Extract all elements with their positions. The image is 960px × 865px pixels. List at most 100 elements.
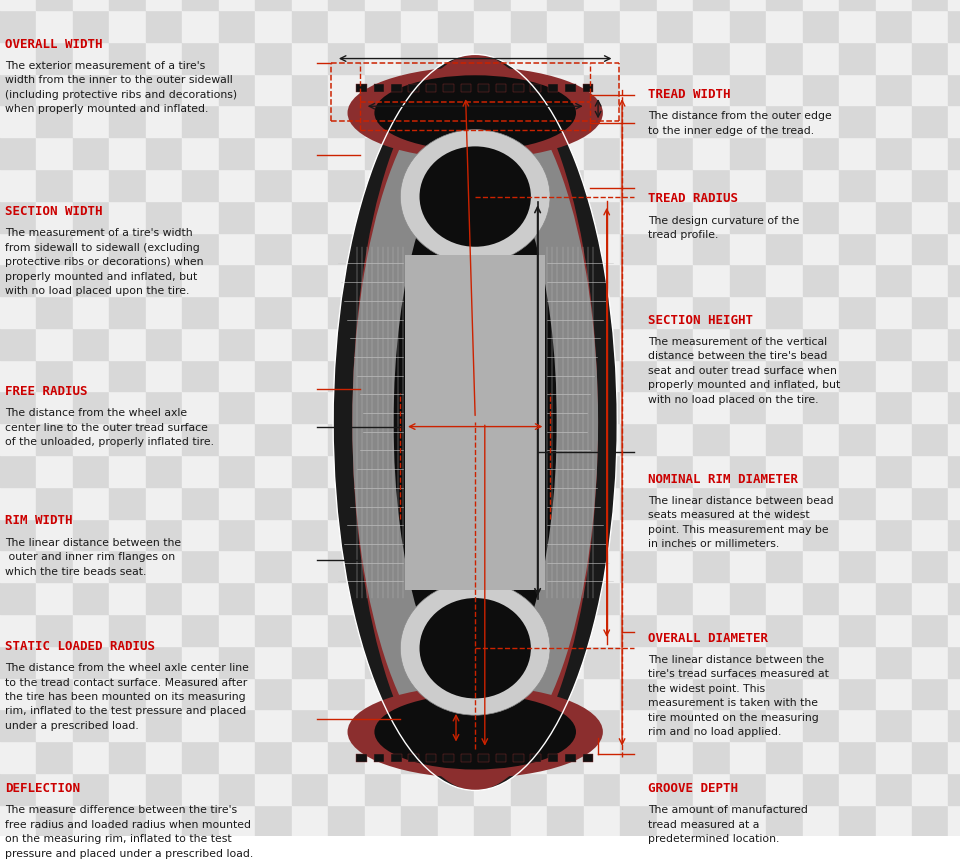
Bar <box>876 804 912 836</box>
Bar <box>73 233 109 265</box>
Bar <box>766 804 803 836</box>
Bar <box>547 741 584 772</box>
Bar <box>693 582 730 614</box>
Bar <box>438 0 474 10</box>
Bar <box>219 614 255 646</box>
Bar <box>146 169 182 201</box>
Bar <box>657 614 693 646</box>
Bar <box>693 360 730 392</box>
Bar <box>438 582 474 614</box>
Text: NOMINAL RIM DIAMETER: NOMINAL RIM DIAMETER <box>648 472 798 485</box>
Bar <box>182 423 219 455</box>
Bar <box>0 201 36 233</box>
Bar <box>766 646 803 677</box>
Bar <box>474 487 511 519</box>
Bar <box>766 423 803 455</box>
Bar <box>401 201 438 233</box>
Bar <box>766 106 803 138</box>
Bar <box>438 772 474 804</box>
Bar <box>912 614 948 646</box>
Bar <box>182 360 219 392</box>
Bar <box>547 42 584 74</box>
Bar <box>146 582 182 614</box>
Bar <box>365 138 401 169</box>
Bar <box>438 677 474 709</box>
Bar <box>839 519 876 550</box>
Bar <box>730 487 766 519</box>
Bar <box>693 646 730 677</box>
Bar <box>531 84 541 92</box>
Text: SECTION HEIGHT: SECTION HEIGHT <box>648 314 753 327</box>
Bar <box>292 392 328 423</box>
Bar <box>547 106 584 138</box>
Bar <box>730 582 766 614</box>
Bar <box>657 741 693 772</box>
Bar <box>511 709 547 741</box>
Bar <box>584 550 620 582</box>
Bar <box>401 0 438 10</box>
Bar <box>444 753 454 762</box>
Bar <box>547 582 584 614</box>
Bar <box>292 519 328 550</box>
Bar <box>109 296 146 328</box>
Bar <box>109 646 146 677</box>
Bar <box>584 392 620 423</box>
Bar <box>401 741 438 772</box>
Bar <box>803 0 839 10</box>
Bar <box>839 201 876 233</box>
Bar <box>876 677 912 709</box>
Bar <box>912 709 948 741</box>
Bar <box>255 10 292 42</box>
Bar <box>219 741 255 772</box>
Bar <box>876 201 912 233</box>
Bar <box>620 741 657 772</box>
Bar <box>219 550 255 582</box>
Bar <box>620 0 657 10</box>
Bar <box>839 582 876 614</box>
Bar <box>766 519 803 550</box>
Bar <box>255 42 292 74</box>
Bar <box>255 265 292 296</box>
Bar <box>803 487 839 519</box>
Bar <box>255 614 292 646</box>
Bar <box>219 392 255 423</box>
Bar <box>255 0 292 10</box>
Bar <box>36 392 73 423</box>
Bar <box>146 296 182 328</box>
Bar <box>548 753 559 762</box>
Bar <box>73 265 109 296</box>
Bar <box>766 169 803 201</box>
Bar <box>766 614 803 646</box>
Bar <box>511 804 547 836</box>
Bar <box>584 677 620 709</box>
Bar <box>365 296 401 328</box>
Bar <box>0 360 36 392</box>
Bar <box>365 550 401 582</box>
Bar <box>0 614 36 646</box>
Bar <box>292 709 328 741</box>
Bar <box>693 106 730 138</box>
Bar <box>839 328 876 360</box>
Bar <box>73 360 109 392</box>
Bar <box>620 392 657 423</box>
Bar <box>657 0 693 10</box>
Bar <box>73 296 109 328</box>
Bar <box>474 265 511 296</box>
Bar <box>766 296 803 328</box>
Bar <box>730 106 766 138</box>
Bar <box>584 772 620 804</box>
Bar <box>182 487 219 519</box>
Bar <box>766 42 803 74</box>
Bar <box>328 233 365 265</box>
Bar <box>584 582 620 614</box>
Text: The measurement of a tire's width
from sidewall to sidewall (excluding
protectiv: The measurement of a tire's width from s… <box>5 228 204 296</box>
Bar <box>547 487 584 519</box>
Bar <box>657 296 693 328</box>
Bar <box>693 169 730 201</box>
Bar <box>0 328 36 360</box>
Bar <box>255 772 292 804</box>
Bar <box>730 741 766 772</box>
Bar <box>620 74 657 106</box>
Bar <box>365 423 401 455</box>
Bar <box>730 614 766 646</box>
